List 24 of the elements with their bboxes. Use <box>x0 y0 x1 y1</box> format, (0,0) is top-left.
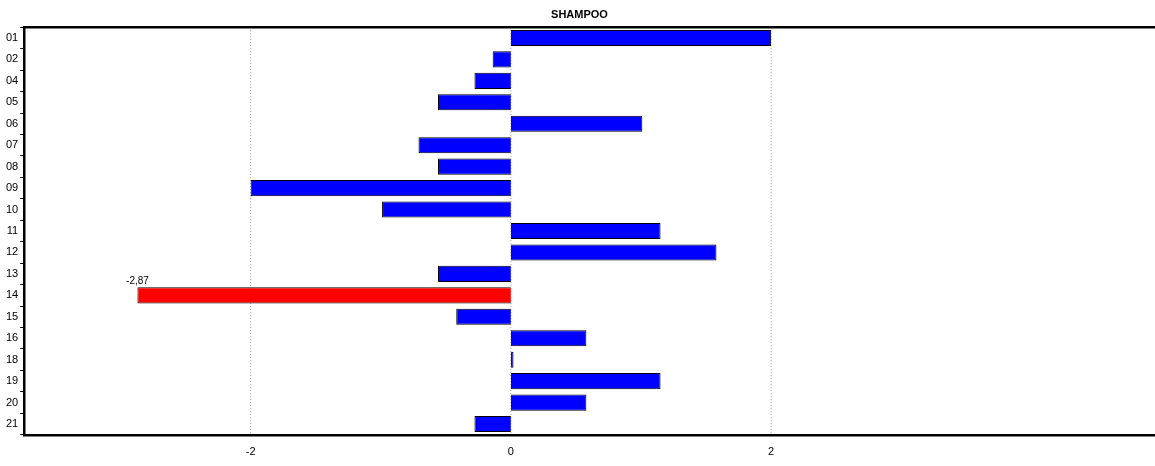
y-tick-label: 19 <box>5 374 19 387</box>
y-tick-label: 13 <box>5 266 19 279</box>
x-tick-label: 2 <box>768 445 775 458</box>
x-tick-label: 0 <box>507 445 514 458</box>
y-tick-label: 11 <box>6 224 19 237</box>
y-tick-label: 16 <box>5 331 19 344</box>
y-tick-label: 07 <box>5 138 19 151</box>
y-tick-label: 20 <box>5 395 19 408</box>
y-tick-label: 21 <box>5 417 19 430</box>
data-label: -2,87 <box>126 275 150 287</box>
y-tick-label: 15 <box>5 309 19 322</box>
y-tick-label: 05 <box>5 95 19 108</box>
y-tick-label: 09 <box>5 181 19 194</box>
y-tick-label: 01 <box>5 30 19 43</box>
y-tick-label: 04 <box>5 73 19 86</box>
y-tick-label: 18 <box>5 352 19 365</box>
y-tick-label: 06 <box>5 116 19 129</box>
x-tick-label: -2 <box>245 445 256 458</box>
y-tick-label: 14 <box>5 288 19 301</box>
chart-title: SHAMPOO <box>551 7 609 20</box>
y-tick-label: 12 <box>5 245 19 258</box>
y-tick-label: 08 <box>5 159 19 172</box>
y-tick-label: 10 <box>5 202 19 215</box>
y-tick-label: 02 <box>5 52 19 65</box>
